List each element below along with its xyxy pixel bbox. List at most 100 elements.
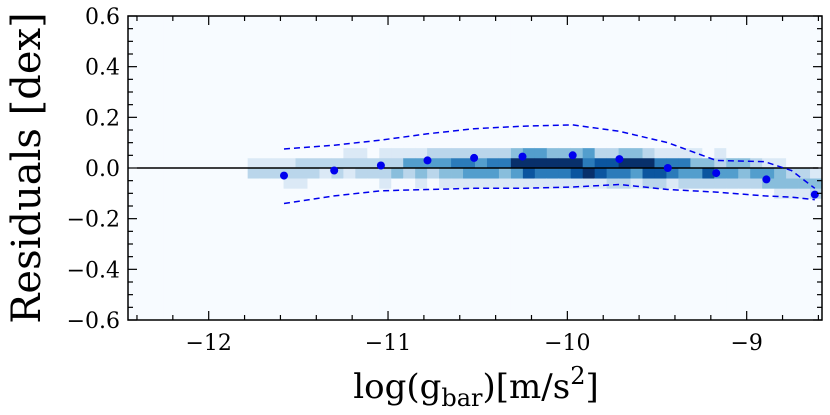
density-cell <box>211 294 225 321</box>
density-cell <box>750 147 763 159</box>
density-cell <box>798 147 811 159</box>
density-cell <box>283 147 296 159</box>
density-cell <box>271 147 284 159</box>
density-cell <box>283 117 296 128</box>
density-cell <box>510 218 524 245</box>
density-cell <box>558 269 572 296</box>
density-cell <box>702 157 715 169</box>
density-cell <box>367 147 380 159</box>
density-cell <box>163 168 177 179</box>
density-cell <box>594 208 608 220</box>
density-cell <box>307 147 320 159</box>
density-cell <box>594 157 608 169</box>
density-cell <box>522 92 536 118</box>
density-cell <box>128 188 141 199</box>
density-cell <box>810 208 823 220</box>
density-cell <box>331 168 344 179</box>
density-cell <box>451 41 464 68</box>
density-cell <box>379 157 392 169</box>
density-cell <box>498 208 512 220</box>
density-cell <box>415 147 428 159</box>
density-cell <box>510 157 524 169</box>
density-cell <box>522 147 536 159</box>
density-cell <box>319 178 332 189</box>
density-cell <box>259 16 272 42</box>
density-cell <box>175 41 189 68</box>
density-cell <box>558 244 572 270</box>
density-cell <box>762 66 775 93</box>
density-cell <box>654 208 667 220</box>
density-cell <box>570 92 584 118</box>
density-cell <box>654 147 667 159</box>
density-cell <box>379 117 392 128</box>
density-cell <box>151 127 165 138</box>
density-cell <box>570 157 584 169</box>
density-cell <box>546 208 560 220</box>
density-cell <box>187 137 201 149</box>
density-cell <box>582 92 596 118</box>
density-cell <box>678 294 691 321</box>
density-cell <box>139 188 153 199</box>
density-cell <box>271 137 284 149</box>
density-cell <box>738 178 751 189</box>
density-cell <box>367 178 380 189</box>
density-cell <box>163 127 177 138</box>
density-cell <box>187 92 201 118</box>
density-cell <box>199 244 213 270</box>
density-cell <box>642 269 655 296</box>
density-cell <box>522 208 536 220</box>
density-cell <box>403 178 416 189</box>
density-cell <box>451 147 464 159</box>
density-cell <box>139 137 153 149</box>
density-cell <box>726 208 739 220</box>
density-cell <box>307 269 320 296</box>
density-cell <box>415 294 428 321</box>
density-cell <box>582 41 596 68</box>
density-cell <box>486 16 500 42</box>
density-cell <box>187 157 201 169</box>
density-cell <box>187 127 201 138</box>
density-cell <box>678 208 691 220</box>
density-cell <box>606 294 619 321</box>
density-cell <box>786 178 799 189</box>
density-cell <box>391 168 404 179</box>
density-cell <box>128 168 141 179</box>
density-cell <box>283 157 296 169</box>
density-cell <box>163 178 177 189</box>
density-cell <box>498 147 512 159</box>
density-cell <box>726 198 739 209</box>
density-cell <box>235 127 249 138</box>
density-cell <box>271 244 284 270</box>
density-cell <box>391 244 404 270</box>
density-cell <box>762 117 775 128</box>
density-cell <box>139 41 153 68</box>
density-cell <box>486 244 500 270</box>
density-cell <box>367 41 380 68</box>
density-cell <box>642 41 655 68</box>
density-cell <box>486 168 500 179</box>
density-cell <box>690 147 703 159</box>
density-cell <box>570 269 584 296</box>
density-cell <box>594 294 608 321</box>
density-cell <box>391 66 404 93</box>
density-cell <box>654 269 667 296</box>
density-cell <box>271 66 284 93</box>
density-cell <box>798 16 811 42</box>
density-cell <box>475 117 488 128</box>
density-cell <box>331 157 344 169</box>
density-cell <box>702 117 715 128</box>
density-cell <box>486 218 500 245</box>
density-cell <box>223 269 237 296</box>
density-cell <box>319 188 332 199</box>
density-cell <box>379 147 392 159</box>
density-cell <box>475 66 488 93</box>
density-cell <box>714 66 727 93</box>
density-cell <box>223 137 237 149</box>
density-cell <box>798 208 811 220</box>
density-cell <box>331 137 344 149</box>
density-cell <box>259 127 272 138</box>
density-cell <box>510 168 524 179</box>
density-cell <box>475 157 488 169</box>
density-cell <box>570 137 584 149</box>
